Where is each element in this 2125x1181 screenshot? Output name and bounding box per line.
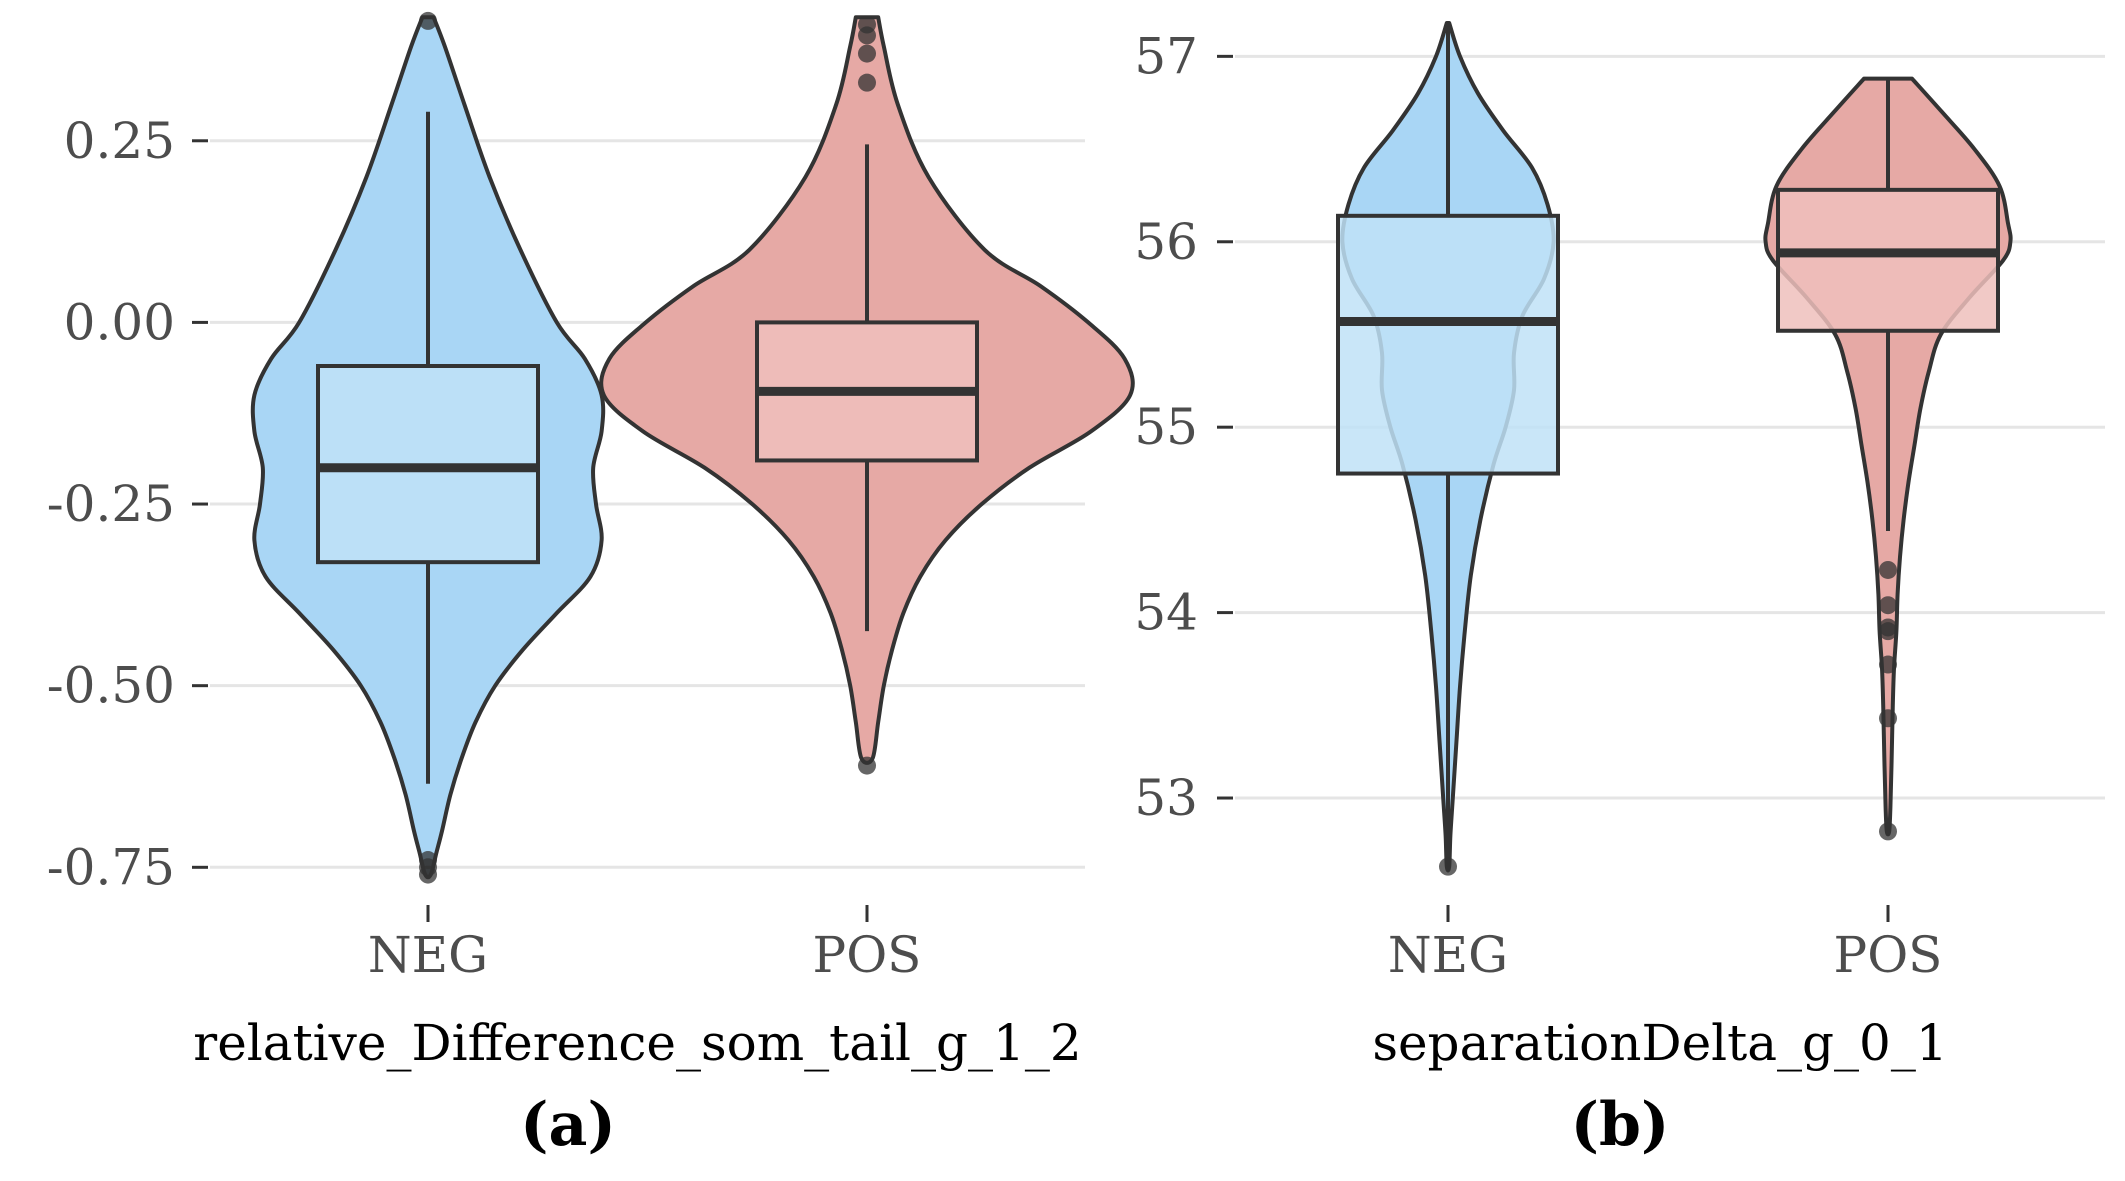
outlier-point-neg-a: [419, 11, 437, 30]
outlier-point-pos-b: [1879, 622, 1897, 641]
y-tick-label-b: 57: [1134, 27, 1198, 85]
outlier-point-pos-b: [1879, 560, 1897, 579]
y-tick-label-b: 54: [1134, 584, 1198, 642]
chart-panel-b: 57 56 55 54 53 NEG POS separationDelta_g_0_1 (b): [1134, 20, 2105, 1160]
y-tick-label-a: -0.75: [47, 838, 175, 896]
outlier-point-pos-a: [858, 73, 876, 92]
outlier-point-neg-a: [419, 865, 437, 884]
y-tick-label-a: -0.25: [47, 475, 175, 533]
x-tick-label-pos-b: POS: [1834, 926, 1943, 984]
y-tick-label-a: 0.00: [64, 293, 175, 351]
outlier-point-pos-a: [858, 756, 876, 775]
panel-label-b: (b): [1571, 1090, 1670, 1160]
outlier-point-pos-b: [1879, 655, 1897, 674]
y-tick-label-b: 56: [1134, 213, 1198, 271]
x-tick-label-pos-a: POS: [813, 926, 922, 984]
x-tick-label-neg-a: NEG: [368, 926, 488, 984]
panel-label-a: (a): [520, 1090, 616, 1160]
outlier-point-pos-a: [858, 44, 876, 63]
y-tick-label-b: 53: [1134, 769, 1198, 827]
x-axis-title-b: separationDelta_g_0_1: [1372, 1014, 1947, 1072]
outlier-point-pos-b: [1879, 596, 1897, 615]
y-tick-label-a: 0.25: [64, 112, 175, 170]
chart-panel-a: 0.25 0.00 -0.25 -0.50 -0.75 NEG POS relative_Di…: [47, 11, 1135, 1160]
y-tick-label-a: -0.50: [47, 657, 175, 715]
outlier-point-pos-b: [1879, 709, 1897, 728]
x-tick-label-neg-b: NEG: [1388, 926, 1508, 984]
outlier-point-neg-b: [1439, 857, 1457, 876]
boxplot-box-neg-b: [1336, 213, 1560, 476]
outlier-point-pos-a: [858, 26, 876, 45]
x-axis-title-a: relative_Difference_som_tail_g_1_2: [193, 1014, 1081, 1072]
y-tick-label-b: 55: [1134, 398, 1198, 456]
boxplot-box-pos-b: [1776, 187, 2000, 333]
outlier-point-pos-b: [1879, 822, 1897, 841]
